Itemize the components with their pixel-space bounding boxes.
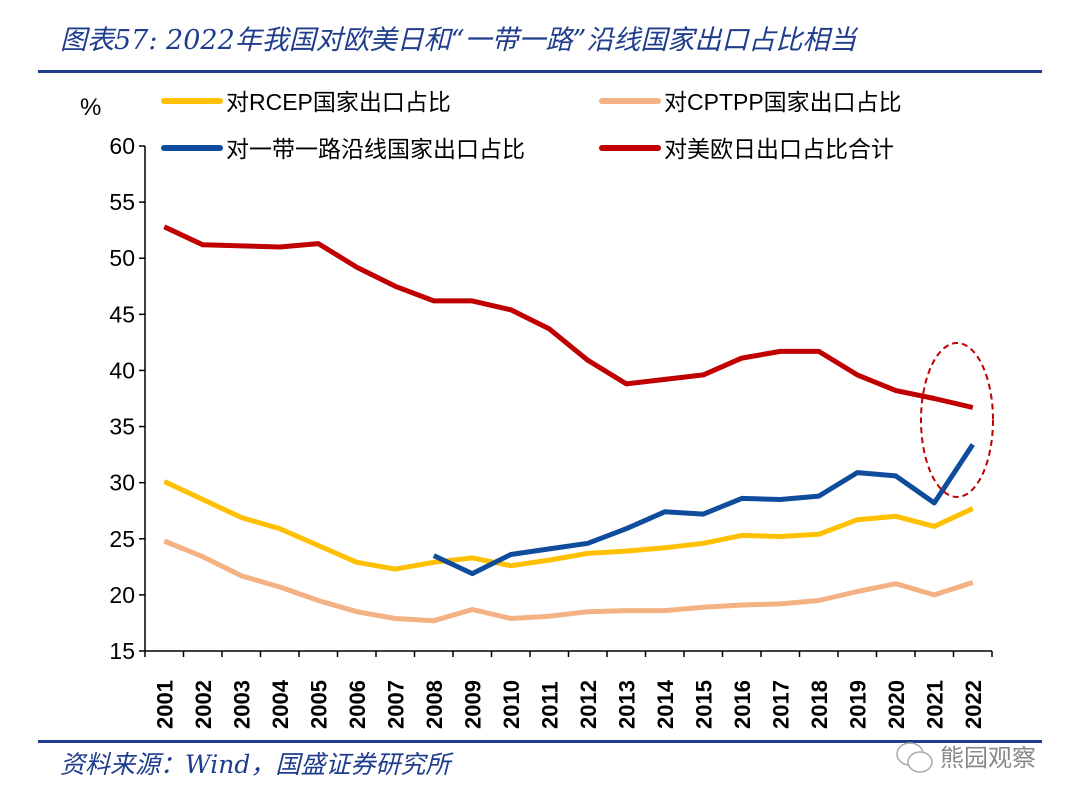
y-tick-label: 30	[109, 470, 135, 496]
x-tick-label: 2021	[922, 680, 947, 729]
x-tick-label: 2006	[345, 680, 370, 729]
x-tick-label: 2005	[306, 680, 331, 729]
series-line	[432, 443, 975, 577]
x-tick-label: 2022	[961, 680, 986, 729]
series-line	[163, 538, 974, 624]
legend-label: 对美欧日出口占比合计	[664, 136, 894, 162]
highlight-ellipse	[920, 342, 994, 498]
y-tick-label: 40	[109, 357, 135, 383]
series-line	[163, 479, 974, 572]
legend-label: 对一带一路沿线国家出口占比	[226, 136, 525, 162]
series-line	[163, 224, 974, 410]
x-tick-label: 2016	[730, 680, 755, 729]
y-tick-label: 45	[109, 301, 135, 327]
x-tick-label: 2012	[576, 680, 601, 729]
x-tick-label: 2008	[422, 680, 447, 729]
axes: 15 20 25 30 35 40 45 50 55 60 2001 2002 2003 2004 2005…	[109, 133, 993, 729]
legend-label: 对RCEP国家出口占比	[226, 89, 451, 115]
y-tick-label: 25	[109, 526, 135, 552]
y-tick-label: 20	[109, 582, 135, 608]
series-lines	[163, 224, 994, 624]
x-tick-label: 2010	[499, 680, 524, 729]
x-tick-label: 2018	[807, 680, 832, 729]
x-tick-label: 2007	[383, 680, 408, 729]
wechat-icon	[896, 742, 933, 773]
y-tick-label: 50	[109, 245, 135, 271]
x-tick-label: 2019	[845, 680, 870, 729]
y-tick-label: 55	[109, 189, 135, 215]
x-tick-label: 2004	[268, 679, 293, 729]
bottom-divider	[38, 740, 1042, 743]
top-divider	[38, 70, 1042, 73]
x-tick-label: 2001	[152, 680, 177, 729]
watermark: 熊园观察	[940, 744, 1036, 772]
line-chart: 15 20 25 30 35 40 45 50 55 60 2001 2002 2003 2004 2005…	[80, 89, 994, 729]
x-tick-label: 2002	[191, 680, 216, 729]
source-note: 资料来源：Wind，国盛证券研究所	[60, 750, 451, 779]
x-tick-label: 2013	[614, 680, 639, 729]
x-tick-label: 2003	[229, 680, 254, 729]
x-tick-label: 2017	[768, 680, 793, 729]
y-tick-label: 60	[109, 133, 135, 159]
x-tick-label: 2011	[537, 681, 562, 729]
legend-label: 对CPTPP国家出口占比	[664, 89, 902, 115]
y-axis-label: %	[80, 94, 101, 121]
x-tick-label: 2009	[460, 680, 485, 729]
figure-title: 图表57: 2022年我国对欧美日和“一带一路”沿线国家出口占比相当	[60, 25, 857, 56]
y-tick-label: 35	[109, 414, 135, 440]
y-tick-label: 15	[109, 638, 135, 664]
x-tick-label: 2015	[691, 680, 716, 729]
x-tick-label: 2014	[653, 679, 678, 729]
x-tick-label: 2020	[884, 680, 909, 729]
